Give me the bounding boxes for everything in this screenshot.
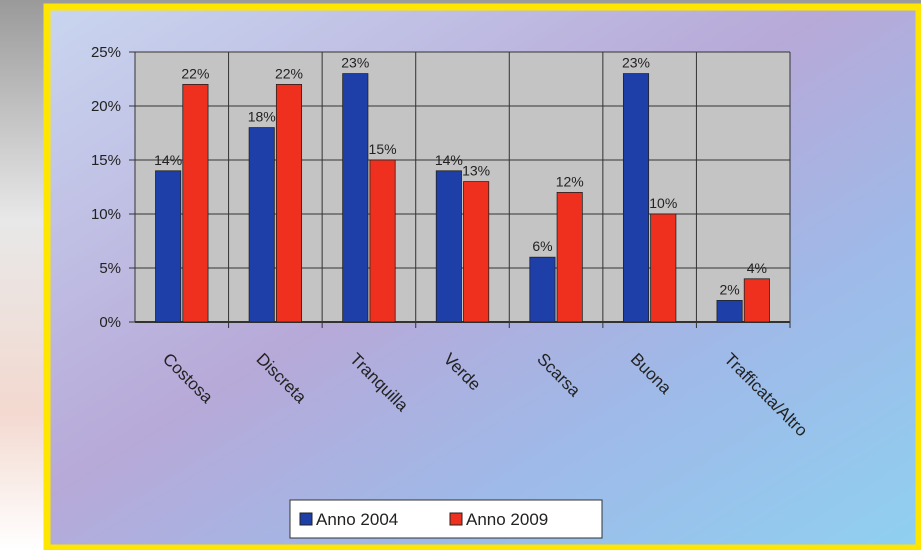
chart: 0%5%10%15%20%25%14%22%Costosa18%22%Discr… bbox=[0, 0, 921, 550]
bar bbox=[343, 74, 368, 322]
data-label: 12% bbox=[556, 173, 584, 189]
bar bbox=[183, 84, 208, 322]
bar bbox=[276, 84, 301, 322]
data-label: 6% bbox=[532, 238, 552, 254]
data-label: 14% bbox=[154, 152, 182, 168]
bar bbox=[557, 192, 582, 322]
y-tick-label: 20% bbox=[91, 98, 121, 115]
legend-swatch bbox=[300, 513, 312, 525]
bar bbox=[530, 257, 555, 322]
data-label: 2% bbox=[719, 281, 739, 297]
data-label: 4% bbox=[747, 260, 767, 276]
bar bbox=[370, 160, 395, 322]
plot-area bbox=[135, 52, 790, 322]
bar bbox=[717, 300, 742, 322]
y-tick-label: 25% bbox=[91, 44, 121, 61]
y-tick-label: 5% bbox=[99, 260, 121, 277]
data-label: 14% bbox=[435, 152, 463, 168]
bar bbox=[744, 279, 769, 322]
bar bbox=[651, 214, 676, 322]
data-label: 22% bbox=[275, 65, 303, 81]
y-tick-label: 10% bbox=[91, 206, 121, 223]
y-tick-label: 15% bbox=[91, 152, 121, 169]
data-label: 15% bbox=[369, 141, 397, 157]
data-label: 22% bbox=[181, 65, 209, 81]
data-label: 23% bbox=[622, 55, 650, 71]
bar bbox=[464, 182, 489, 322]
legend-label: Anno 2004 bbox=[316, 510, 398, 529]
bar bbox=[436, 171, 461, 322]
bar bbox=[249, 128, 274, 322]
data-label: 10% bbox=[649, 195, 677, 211]
data-label: 23% bbox=[341, 55, 369, 71]
legend-label: Anno 2009 bbox=[466, 510, 548, 529]
data-label: 18% bbox=[248, 109, 276, 125]
bar bbox=[156, 171, 181, 322]
y-tick-label: 0% bbox=[99, 314, 121, 331]
bar bbox=[623, 74, 648, 322]
data-label: 13% bbox=[462, 163, 490, 179]
legend-swatch bbox=[450, 513, 462, 525]
